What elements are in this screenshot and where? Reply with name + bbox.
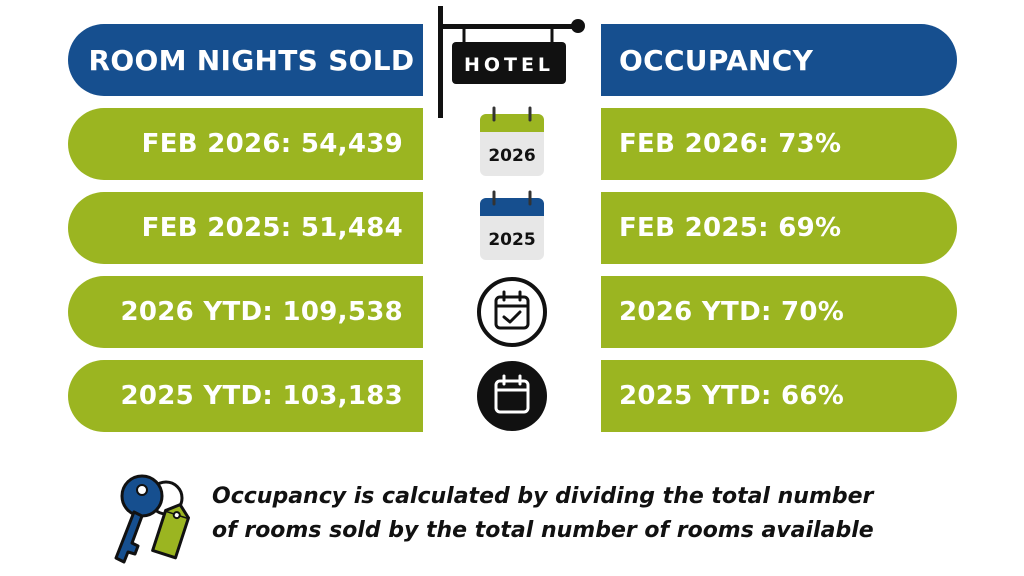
occupancy-footnote: Occupancy is calculated by dividing the … xyxy=(212,480,932,548)
calendar-check-icon xyxy=(477,277,547,347)
occupancy-title: OCCUPANCY xyxy=(619,43,814,77)
room-nights-row-4: 2025 YTD: 103,183 xyxy=(68,360,423,432)
keys-icon xyxy=(114,474,190,564)
room-nights-row-1: FEB 2026: 54,439 xyxy=(68,108,423,180)
occupancy-row-1: FEB 2026: 73% xyxy=(601,108,957,180)
occupancy-value: 2026 YTD: 70% xyxy=(619,297,845,327)
occupancy-value: FEB 2026: 73% xyxy=(619,129,842,159)
room-nights-row-3: 2026 YTD: 109,538 xyxy=(68,276,423,348)
room-nights-sold-header: ROOM NIGHTS SOLD xyxy=(68,24,423,96)
room-nights-value: FEB 2026: 54,439 xyxy=(141,129,403,159)
occupancy-value: FEB 2025: 69% xyxy=(619,213,842,243)
occupancy-value: 2025 YTD: 66% xyxy=(619,381,845,411)
room-nights-value: 2025 YTD: 103,183 xyxy=(120,381,403,411)
hotel-sign-text: HOTEL xyxy=(464,54,554,76)
room-nights-value: FEB 2025: 51,484 xyxy=(141,213,403,243)
hotel-sign-icon: HOTEL xyxy=(438,6,585,118)
calendar-2025-year: 2025 xyxy=(488,230,535,250)
occupancy-row-2: FEB 2025: 69% xyxy=(601,192,957,264)
footnote-line-2: of rooms sold by the total number of roo… xyxy=(212,518,874,543)
calendar-2025-icon: 2025 xyxy=(480,190,544,260)
footnote-line-1: Occupancy is calculated by dividing the … xyxy=(212,484,874,509)
calendar-2026-icon: 2026 xyxy=(480,106,544,176)
calendar-2026-year: 2026 xyxy=(488,146,535,166)
occupancy-header: OCCUPANCY xyxy=(601,24,957,96)
room-nights-row-2: FEB 2025: 51,484 xyxy=(68,192,423,264)
calendar-icon xyxy=(477,361,547,431)
occupancy-row-3: 2026 YTD: 70% xyxy=(601,276,957,348)
occupancy-row-4: 2025 YTD: 66% xyxy=(601,360,957,432)
room-nights-value: 2026 YTD: 109,538 xyxy=(120,297,403,327)
room-nights-sold-title: ROOM NIGHTS SOLD xyxy=(88,43,415,77)
